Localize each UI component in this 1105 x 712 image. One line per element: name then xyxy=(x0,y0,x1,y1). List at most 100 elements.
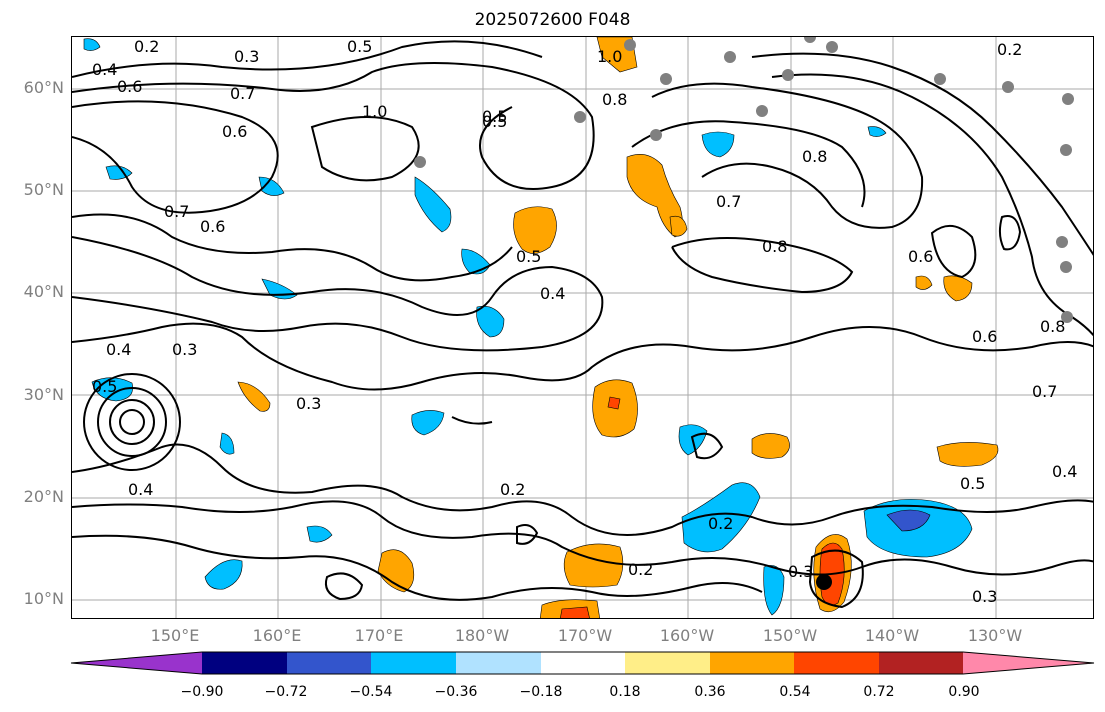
lon-label-160e: 160°E xyxy=(252,626,302,645)
colorbar-swatch xyxy=(541,652,625,674)
contour-label: 0.4 xyxy=(540,284,565,303)
contour-lines xyxy=(72,40,1093,609)
lon-label-170w: 170°W xyxy=(557,626,613,645)
shade-blue-n10 xyxy=(204,559,243,590)
colorbar-tick: −0.18 xyxy=(519,684,563,700)
lat-label-40n: 40°N xyxy=(23,282,64,301)
contour-label: 0.5 xyxy=(347,37,372,56)
contour-label: 1.0 xyxy=(597,47,622,66)
contour-label: 0.5 xyxy=(92,377,117,396)
shade-orange-n45 xyxy=(513,206,557,254)
storm-center xyxy=(816,574,832,590)
lon-label-140w: 140°W xyxy=(864,626,920,645)
lat-label-10n: 10°N xyxy=(23,589,64,608)
contour-label: 0.6 xyxy=(200,217,225,236)
colorbar-swatch xyxy=(202,652,287,674)
contour-label: 0.4 xyxy=(128,480,153,499)
colorbar-outline xyxy=(70,651,1095,675)
lon-label-150e: 150°E xyxy=(150,626,200,645)
shade-orange-n41 xyxy=(915,275,933,290)
map-canvas: 0.2 0.3 0.5 0.4 0.6 0.7 0.6 1.0 0.5 0.7 … xyxy=(72,37,1093,618)
shade-blue-n35 xyxy=(476,305,505,338)
contour-label: 0.3 xyxy=(296,394,321,413)
shade-blue-n18 xyxy=(681,482,761,553)
shade-orange-n28 xyxy=(237,381,271,412)
contour-label: 0.2 xyxy=(500,480,525,499)
contour-label: 0.2 xyxy=(134,37,159,56)
shade-blue-n63 xyxy=(83,38,101,51)
colorbar-swatch xyxy=(71,652,202,674)
contour-label: 0.8 xyxy=(1040,317,1065,336)
contour-label: 0.6 xyxy=(908,247,933,266)
shade-blue-n55 xyxy=(701,131,735,158)
shade-blue-n55e xyxy=(867,126,887,137)
shade-orange-155w xyxy=(751,433,790,459)
lon-label-130w: 130°W xyxy=(967,626,1023,645)
shade-blue-n28 xyxy=(411,410,445,436)
colorbar-tick: 0.72 xyxy=(863,684,895,700)
shade-orange-n13 xyxy=(377,549,415,593)
lat-label-20n: 20°N xyxy=(23,487,64,506)
colorbar-swatch xyxy=(625,652,710,674)
contour-label: 0.6 xyxy=(117,77,142,96)
shade-orange-n40 xyxy=(943,275,973,302)
contour-label: 0.7 xyxy=(1032,382,1057,401)
contour-label: 0.5 xyxy=(482,107,507,126)
contour-label: 0.2 xyxy=(628,560,653,579)
contour-label: 0.2 xyxy=(997,40,1022,59)
contour-label: 0.3 xyxy=(172,340,197,359)
shade-orange-n45b xyxy=(669,215,688,237)
shade-red-n9 xyxy=(560,606,590,618)
contour-label: 0.2 xyxy=(708,514,733,533)
contour-labels: 0.2 0.3 0.5 0.4 0.6 0.7 0.6 1.0 0.5 0.7 … xyxy=(92,37,1077,606)
lon-label-180w: 180°W xyxy=(454,626,510,645)
colorbar xyxy=(70,651,1095,675)
colorbar-swatch xyxy=(963,652,1094,674)
contour-label: 0.8 xyxy=(762,237,787,256)
colorbar-tick: −0.90 xyxy=(180,684,224,700)
shade-darkblue-big xyxy=(886,509,931,532)
contour-label: 0.8 xyxy=(602,90,627,109)
contour-label: 0.5 xyxy=(516,247,541,266)
shade-orange-n23 xyxy=(936,442,999,467)
colorbar-tick: 0.90 xyxy=(948,684,980,700)
colorbar-tick: 0.54 xyxy=(779,684,811,700)
station-dots xyxy=(414,37,1074,323)
shade-red-n30 xyxy=(607,396,621,410)
lat-label-30n: 30°N xyxy=(23,385,64,404)
lon-label-160w: 160°W xyxy=(659,626,715,645)
contour-label: 0.3 xyxy=(234,47,259,66)
map-title: 2025072600 F048 xyxy=(474,10,631,30)
colorbar-tick: 0.18 xyxy=(609,684,641,700)
lon-label-150w: 150°W xyxy=(762,626,818,645)
lat-label-60n: 60°N xyxy=(23,78,64,97)
colorbar-tick: −0.36 xyxy=(434,684,478,700)
colorbar-tick: −0.54 xyxy=(349,684,393,700)
contour-label: 0.5 xyxy=(960,474,985,493)
contour-label: 0.3 xyxy=(972,587,997,606)
colorbar-swatch xyxy=(456,652,541,674)
contour-label: 0.3 xyxy=(788,562,813,581)
shade-blue-n51 xyxy=(258,176,285,196)
contour-label: 0.4 xyxy=(92,60,117,79)
lat-label-50n: 50°N xyxy=(23,180,64,199)
contour-label: 0.4 xyxy=(1052,462,1077,481)
shade-blue-n12b xyxy=(763,565,785,616)
contour-label: 0.7 xyxy=(716,192,741,211)
colorbar-swatch xyxy=(371,652,456,674)
contour-label: 0.6 xyxy=(972,327,997,346)
contour-label: 0.5 xyxy=(482,112,507,131)
map-panel: 0.2 0.3 0.5 0.4 0.6 0.7 0.6 1.0 0.5 0.7 … xyxy=(71,36,1094,619)
contour-label: 0.4 xyxy=(106,340,131,359)
shade-blue-n12 xyxy=(306,525,333,543)
colorbar-tick: 0.36 xyxy=(694,684,726,700)
colorbar-swatch xyxy=(287,652,371,674)
colorbar-swatch xyxy=(879,652,963,674)
colorbar-swatch xyxy=(710,652,794,674)
lon-label-170e: 170°E xyxy=(354,626,404,645)
shade-blue-n48 xyxy=(414,176,452,233)
contour-label: 0.8 xyxy=(802,147,827,166)
shade-blue-n25 xyxy=(219,432,235,455)
contour-label: 1.0 xyxy=(362,102,387,121)
colorbar-tick: −0.72 xyxy=(264,684,308,700)
